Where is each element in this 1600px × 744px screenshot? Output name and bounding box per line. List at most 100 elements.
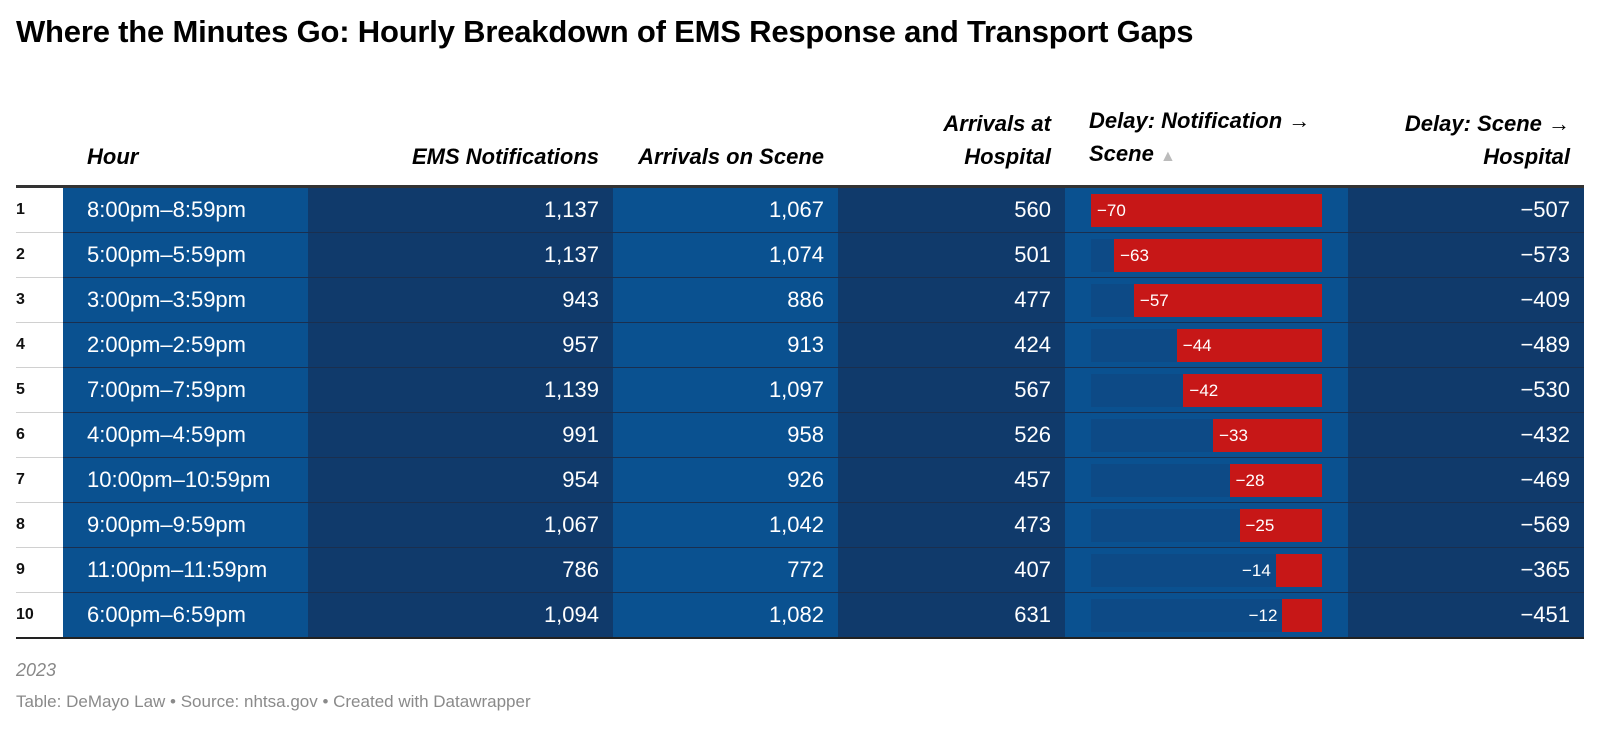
bar-track: −33 <box>1091 418 1322 452</box>
bar-track: −70 <box>1091 193 1322 227</box>
arrivals-scene-cell: 1,067 <box>613 186 838 233</box>
rank-cell: 2 <box>16 232 63 278</box>
delay-bar <box>1239 508 1322 542</box>
delay-hospital-cell: −409 <box>1348 277 1584 323</box>
delay-bar <box>1176 328 1322 362</box>
delay-scene-cell: −25 <box>1065 502 1348 548</box>
delay-scene-cell: −12 <box>1065 592 1348 639</box>
arrivals-scene-cell: 1,042 <box>613 502 838 548</box>
bar-track: −42 <box>1091 373 1322 407</box>
delay-hospital-cell: −365 <box>1348 547 1584 593</box>
arrivals-hospital-cell: 631 <box>838 592 1065 639</box>
delay-bar-label: −63 <box>1120 245 1149 265</box>
arrivals-hospital-cell: 457 <box>838 457 1065 503</box>
delay-bar-label: −70 <box>1097 200 1126 220</box>
hour-header[interactable]: Hour <box>87 144 139 169</box>
rank-cell: 1 <box>16 186 63 233</box>
table-body: 1 8:00pm–8:59pm 1,137 1,067 560 −70 −507 2 5:00p… <box>16 186 1584 639</box>
bar-track: −28 <box>1091 463 1322 497</box>
delay-scene-cell: −44 <box>1065 322 1348 368</box>
notifications-cell: 1,094 <box>308 592 613 639</box>
delay-hospital-cell: −469 <box>1348 457 1584 503</box>
notifications-cell: 786 <box>308 547 613 593</box>
delay-bar-label: −28 <box>1235 470 1265 490</box>
chart-title: Where the Minutes Go: Hourly Breakdown o… <box>16 14 1194 49</box>
bar-track: −25 <box>1091 508 1322 542</box>
delay-scene-cell: −63 <box>1065 232 1348 278</box>
delay-bar <box>1213 418 1322 452</box>
table-row: 9 11:00pm–11:59pm 786 772 407 −14 −365 <box>16 547 1584 593</box>
hour-cell: 2:00pm–2:59pm <box>63 322 308 368</box>
hour-cell: 3:00pm–3:59pm <box>63 277 308 323</box>
delay-scene-header[interactable]: Delay: Notification → Scene ▲ <box>1089 108 1311 166</box>
notifications-cell: 957 <box>308 322 613 368</box>
hour-cell: 4:00pm–4:59pm <box>63 412 308 458</box>
rank-cell: 7 <box>16 457 63 503</box>
rank-cell: 8 <box>16 502 63 548</box>
hour-cell: 7:00pm–7:59pm <box>63 367 308 413</box>
delay-bar <box>1114 238 1322 272</box>
rank-cell: 10 <box>16 592 63 639</box>
delay-bar <box>1183 373 1322 407</box>
delay-hospital-cell: −569 <box>1348 502 1584 548</box>
notifications-cell: 1,137 <box>308 186 613 233</box>
notifications-cell: 943 <box>308 277 613 323</box>
notifications-header[interactable]: EMS Notifications <box>411 144 599 169</box>
table-row: 2 5:00pm–5:59pm 1,137 1,074 501 −63 −573 <box>16 232 1584 278</box>
delay-hospital-cell: −507 <box>1348 186 1584 233</box>
rank-cell: 3 <box>16 277 63 323</box>
data-table: Hour EMS Notifications Arrivals on Scene… <box>16 104 1584 639</box>
hour-cell: 10:00pm–10:59pm <box>63 457 308 503</box>
bar-track: −14 <box>1091 553 1322 587</box>
hour-cell: 6:00pm–6:59pm <box>63 592 308 639</box>
table-row: 4 2:00pm–2:59pm 957 913 424 −44 −489 <box>16 322 1584 368</box>
arrivals-hospital-cell: 501 <box>838 232 1065 278</box>
delay-hospital-cell: −432 <box>1348 412 1584 458</box>
arrivals-hospital-cell: 567 <box>838 367 1065 413</box>
notifications-cell: 954 <box>308 457 613 503</box>
arrivals-hospital-header[interactable]: Arrivals at Hospital <box>943 111 1051 169</box>
delay-bar-label: −57 <box>1139 290 1169 310</box>
hour-cell: 11:00pm–11:59pm <box>63 547 308 593</box>
delay-bar <box>1133 283 1322 317</box>
bar-track: −12 <box>1091 598 1322 632</box>
sort-ascending-icon: ▲ <box>1159 148 1176 165</box>
arrivals-scene-header[interactable]: Arrivals on Scene <box>638 144 824 169</box>
bar-track: −63 <box>1091 238 1322 272</box>
delay-bar <box>1275 553 1322 587</box>
hour-cell: 8:00pm–8:59pm <box>63 186 308 233</box>
header-row: Hour EMS Notifications Arrivals on Scene… <box>16 104 1584 187</box>
arrivals-hospital-cell: 477 <box>838 277 1065 323</box>
delay-bar-label: −44 <box>1182 335 1212 355</box>
delay-bar-label: −12 <box>1248 605 1278 625</box>
notifications-cell: 1,137 <box>308 232 613 278</box>
rank-cell: 6 <box>16 412 63 458</box>
arrivals-scene-cell: 913 <box>613 322 838 368</box>
arrivals-scene-cell: 1,097 <box>613 367 838 413</box>
arrivals-hospital-cell: 407 <box>838 547 1065 593</box>
rank-cell: 9 <box>16 547 63 593</box>
delay-hospital-cell: −530 <box>1348 367 1584 413</box>
delay-bar <box>1229 463 1322 497</box>
table-row: 10 6:00pm–6:59pm 1,094 1,082 631 −12 −451 <box>16 592 1584 639</box>
delay-bar-label: −25 <box>1245 515 1275 535</box>
arrivals-hospital-cell: 526 <box>838 412 1065 458</box>
arrivals-scene-cell: 1,082 <box>613 592 838 639</box>
hour-cell: 5:00pm–5:59pm <box>63 232 308 278</box>
arrivals-scene-cell: 958 <box>613 412 838 458</box>
delay-scene-cell: −14 <box>1065 547 1348 593</box>
rank-cell: 4 <box>16 322 63 368</box>
arrivals-scene-cell: 772 <box>613 547 838 593</box>
hour-cell: 9:00pm–9:59pm <box>63 502 308 548</box>
notifications-cell: 1,139 <box>308 367 613 413</box>
delay-bar-label: −33 <box>1219 425 1248 445</box>
table-row: 5 7:00pm–7:59pm 1,139 1,097 567 −42 −530 <box>16 367 1584 413</box>
arrivals-scene-cell: 926 <box>613 457 838 503</box>
arrivals-scene-cell: 886 <box>613 277 838 323</box>
delay-bar-label: −14 <box>1241 560 1271 580</box>
bar-track: −44 <box>1091 328 1322 362</box>
delay-bar <box>1091 193 1322 227</box>
delay-hospital-header[interactable]: Delay: Scene → Hospital <box>1404 111 1570 169</box>
arrivals-hospital-cell: 560 <box>838 186 1065 233</box>
